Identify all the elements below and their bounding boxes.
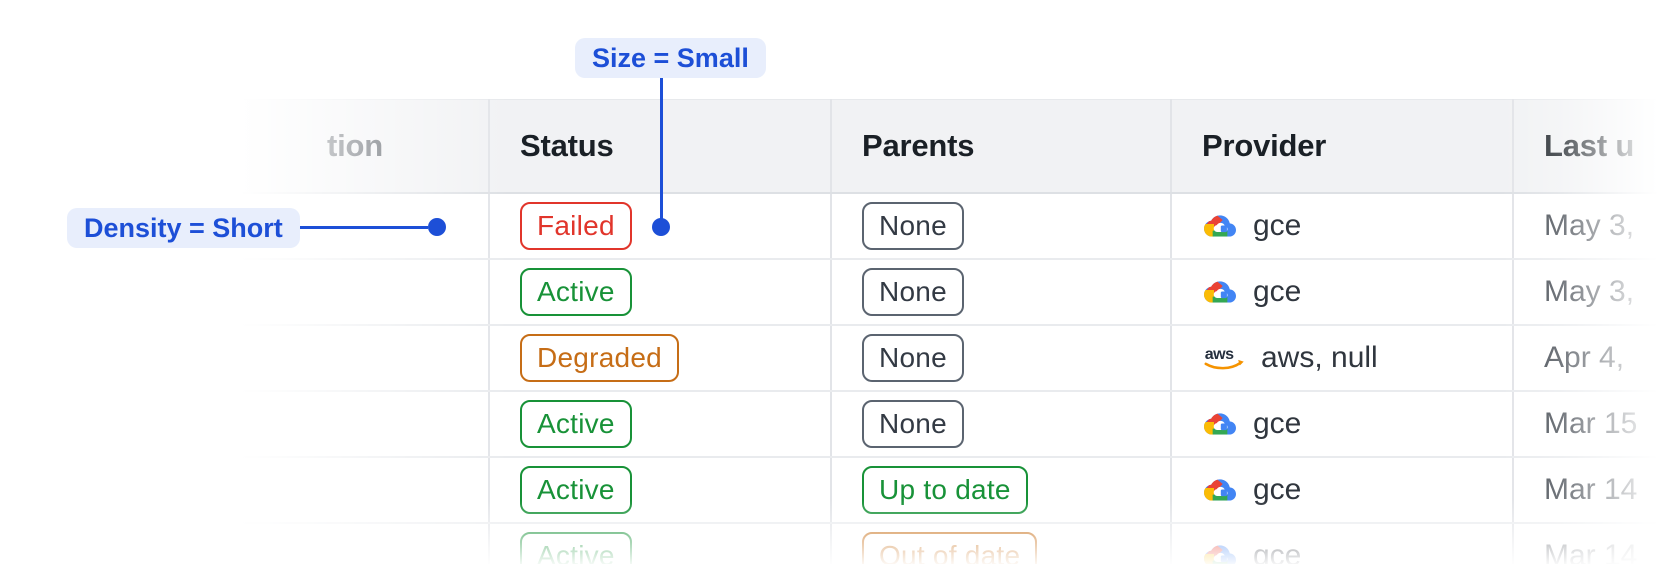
gcp-icon: [1202, 210, 1238, 242]
parents-badge: Out of date: [862, 532, 1038, 564]
size-callout-label: Size = Small: [575, 38, 766, 78]
gcp-icon: [1202, 408, 1238, 440]
status-badge: Degraded: [520, 334, 679, 382]
cell-last-updated: Apr 4,: [1512, 326, 1672, 390]
density-callout-label: Density = Short: [67, 208, 300, 248]
density-callout-connector-line: [293, 226, 428, 229]
status-badge: Active: [520, 400, 632, 448]
cell-provider: gce: [1170, 194, 1512, 258]
svg-text:aws: aws: [1205, 345, 1234, 363]
cell-description: [140, 524, 488, 564]
column-header-last-updated: Last u: [1512, 99, 1672, 192]
cell-parents: None: [830, 194, 1170, 258]
status-badge: Active: [520, 268, 632, 316]
provider-name: gce: [1253, 209, 1302, 242]
status-badge: Active: [520, 466, 632, 514]
cell-last-updated: Mar 14: [1512, 524, 1672, 564]
cell-provider: aws aws, null: [1170, 326, 1512, 390]
table-header-row: tion Status Parents Provider Last u: [140, 99, 1672, 194]
gcp-icon: [1202, 540, 1238, 564]
status-badge: Failed: [520, 202, 632, 250]
cell-last-updated: Mar 14: [1512, 458, 1672, 522]
column-header-parents: Parents: [830, 99, 1170, 192]
aws-icon: aws: [1202, 343, 1246, 373]
density-callout-dot: [428, 218, 446, 236]
provider-name: gce: [1253, 407, 1302, 440]
cell-status: Failed: [488, 194, 830, 258]
parents-badge: None: [862, 334, 964, 382]
column-header-status: Status: [488, 99, 830, 192]
cell-description: [140, 326, 488, 390]
cell-description: [140, 458, 488, 522]
cell-provider: gce: [1170, 458, 1512, 522]
cell-last-updated: May 3,: [1512, 260, 1672, 324]
cell-status: Active: [488, 458, 830, 522]
cell-last-updated: Mar 15: [1512, 392, 1672, 456]
cell-parents: None: [830, 326, 1170, 390]
cell-provider: gce: [1170, 260, 1512, 324]
cell-description: [140, 260, 488, 324]
cell-status: Active: [488, 260, 830, 324]
provider-name: gce: [1253, 539, 1302, 564]
cell-description: [140, 392, 488, 456]
parents-badge: Up to date: [862, 466, 1028, 514]
cell-parents: Up to date: [830, 458, 1170, 522]
gcp-icon: [1202, 276, 1238, 308]
table-row[interactable]: Active None gce May 3,: [140, 260, 1672, 326]
parents-badge: None: [862, 268, 964, 316]
size-callout-connector-line: [660, 78, 663, 219]
provider-name: gce: [1253, 473, 1302, 506]
parents-badge: None: [862, 202, 964, 250]
cell-parents: Out of date: [830, 524, 1170, 564]
table-row[interactable]: Active None gce Mar 15: [140, 392, 1672, 458]
parents-badge: None: [862, 400, 964, 448]
column-header-description-partial: tion: [326, 127, 383, 163]
provider-name: gce: [1253, 275, 1302, 308]
provider-name: aws, null: [1261, 341, 1378, 374]
status-badge: Active: [520, 532, 632, 564]
cell-status: Degraded: [488, 326, 830, 390]
cell-last-updated: May 3,: [1512, 194, 1672, 258]
column-header-provider: Provider: [1170, 99, 1512, 192]
table-row[interactable]: Active Out of date gce Mar 14: [140, 524, 1672, 564]
cell-parents: None: [830, 392, 1170, 456]
cell-provider: gce: [1170, 392, 1512, 456]
cell-provider: gce: [1170, 524, 1512, 564]
cell-parents: None: [830, 260, 1170, 324]
table-body: Failed None gce May 3, Active None gce: [140, 194, 1672, 564]
gcp-icon: [1202, 474, 1238, 506]
table-row[interactable]: Degraded None aws aws, null Apr 4,: [140, 326, 1672, 392]
resource-table: tion Status Parents Provider Last u Fail…: [140, 99, 1672, 564]
cell-status: Active: [488, 392, 830, 456]
size-callout-dot: [652, 218, 670, 236]
cell-status: Active: [488, 524, 830, 564]
table-row[interactable]: Active Up to date gce Mar 14: [140, 458, 1672, 524]
